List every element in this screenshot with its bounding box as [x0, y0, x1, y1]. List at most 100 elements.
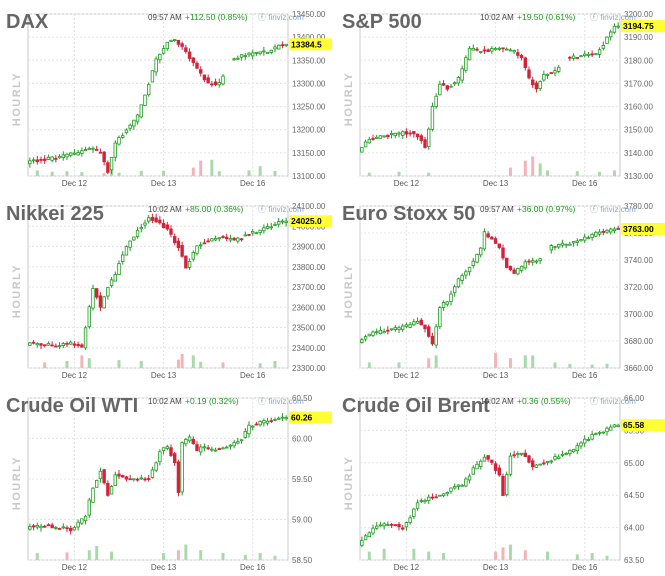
candle-body: [39, 158, 43, 161]
y-tick-label: 23500.00: [292, 324, 326, 333]
candle-body: [545, 74, 550, 76]
volume-bar: [80, 355, 84, 368]
volume-bar: [176, 550, 180, 560]
candle-body: [147, 478, 151, 480]
candle-body: [482, 456, 487, 462]
candle-body: [564, 243, 568, 246]
candle-body: [523, 452, 527, 457]
x-tick-label: Dec 12: [394, 563, 420, 572]
candle-body: [371, 138, 375, 140]
candle-body: [612, 424, 617, 428]
side-label: HOURLY: [343, 456, 355, 510]
candle-body: [490, 48, 494, 52]
volume-bar: [87, 358, 91, 368]
y-tick-label: 3780.00: [624, 202, 653, 211]
candle-body: [475, 253, 479, 263]
x-tick-label: Dec 12: [62, 371, 88, 380]
candle-body: [516, 453, 520, 455]
candle-body: [449, 85, 453, 88]
volume-bar: [43, 362, 47, 368]
volume-bar: [546, 551, 550, 560]
candle-body: [375, 331, 379, 334]
candle-body: [427, 496, 431, 502]
candle-body: [393, 132, 397, 137]
candle-body: [243, 55, 247, 57]
volume-bar: [65, 361, 69, 368]
candle-body: [139, 227, 143, 230]
candle-body: [430, 336, 435, 345]
y-tick-label: 3720.00: [624, 283, 653, 292]
candle-body: [173, 236, 177, 244]
candle-body: [583, 236, 587, 241]
candle-body: [475, 48, 479, 51]
candle-body: [438, 83, 442, 96]
last-price-label: 65.58: [623, 420, 645, 430]
candle-body: [549, 245, 553, 251]
candle-body: [508, 265, 513, 271]
candle-body: [46, 343, 51, 346]
candle-body: [187, 51, 192, 59]
candle-body: [508, 455, 513, 475]
candle-body: [464, 271, 468, 276]
candle-body: [243, 234, 247, 237]
candle-body: [560, 242, 565, 246]
x-tick-label: Dec 13: [483, 371, 509, 380]
candle-body: [273, 46, 277, 50]
candle-body: [512, 50, 516, 53]
candle-body: [65, 527, 69, 530]
candle-body: [28, 342, 32, 346]
candle-body: [247, 52, 251, 56]
candle-body: [243, 431, 247, 438]
candle-body: [206, 447, 210, 450]
candle-body: [176, 240, 181, 249]
candle-body: [549, 460, 553, 463]
y-tick-label: 3140.00: [624, 149, 653, 158]
candle-body: [594, 231, 598, 237]
volume-bar: [139, 361, 143, 368]
volume-bar: [501, 547, 505, 560]
candle-body: [161, 222, 166, 229]
candle-body: [232, 237, 236, 241]
candle-body: [553, 70, 557, 74]
candle-body: [408, 324, 412, 328]
candle-body: [277, 417, 281, 420]
candle-body: [228, 238, 233, 241]
candle-body: [434, 95, 438, 107]
candle-body: [184, 47, 188, 52]
candle-body: [239, 238, 244, 241]
candle-body: [221, 447, 225, 450]
candle-body: [479, 247, 483, 256]
candle-body: [225, 446, 229, 449]
volume-bar: [598, 171, 602, 176]
candle-body: [35, 524, 39, 528]
candle-body: [430, 496, 435, 499]
y-tick-label: 3660.00: [624, 364, 653, 373]
candle-body: [199, 446, 203, 453]
candle-body: [453, 286, 457, 294]
volume-bar: [87, 550, 91, 560]
candle-body: [147, 217, 151, 222]
candle-body: [601, 45, 605, 49]
candle-body: [199, 244, 203, 247]
candle-body: [191, 57, 195, 63]
y-tick-label: 59.50: [292, 475, 313, 484]
candle-body: [225, 236, 229, 240]
candle-body: [415, 320, 420, 324]
y-tick-label: 3190.00: [624, 33, 653, 42]
candle-body: [202, 242, 207, 245]
y-tick-label: 13300.00: [292, 79, 326, 88]
candle-body: [449, 293, 453, 302]
candle-body: [583, 53, 587, 57]
candle-body: [43, 158, 47, 161]
volume-bar: [442, 553, 446, 560]
volume-bar: [243, 554, 247, 560]
candle-body: [505, 48, 509, 51]
volume-bar: [590, 364, 594, 368]
chart-panel: 23300.00 23400.00 23500.00 23600.00 23700.00…: [6, 202, 332, 380]
candle-body: [236, 57, 240, 60]
candle-body: [210, 448, 214, 451]
y-tick-label: 3740.00: [624, 256, 653, 265]
candle-body: [69, 152, 73, 156]
candle-body: [124, 129, 129, 134]
y-tick-label: 3200.00: [624, 10, 653, 19]
